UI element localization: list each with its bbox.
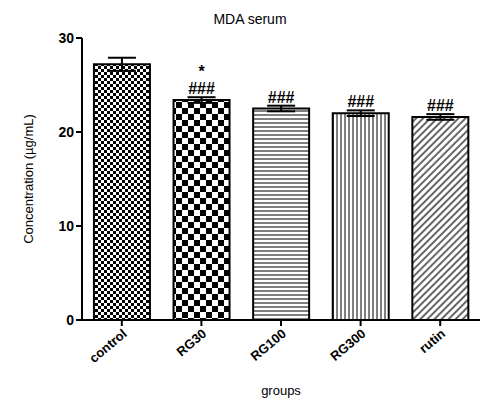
svg-text:*: * bbox=[198, 63, 205, 80]
svg-text:RG30: RG30 bbox=[174, 326, 210, 359]
svg-text:###: ### bbox=[347, 93, 374, 110]
svg-text:Concentration (µg/mL): Concentration (µg/mL) bbox=[21, 114, 36, 244]
svg-text:###: ### bbox=[268, 89, 295, 106]
svg-text:RG100: RG100 bbox=[248, 326, 289, 364]
svg-text:30: 30 bbox=[58, 30, 74, 46]
svg-text:###: ### bbox=[427, 97, 454, 114]
svg-text:10: 10 bbox=[58, 218, 74, 234]
html-text:MDA serum: MDA serum bbox=[213, 11, 287, 27]
svg-text:0: 0 bbox=[66, 312, 74, 328]
svg-text:groups: groups bbox=[261, 383, 301, 398]
svg-text:rutin: rutin bbox=[416, 326, 448, 356]
svg-text:control: control bbox=[86, 326, 129, 366]
svg-text:###: ### bbox=[188, 80, 215, 97]
svg-text:RG300: RG300 bbox=[327, 326, 368, 364]
svg-text:20: 20 bbox=[58, 124, 74, 140]
